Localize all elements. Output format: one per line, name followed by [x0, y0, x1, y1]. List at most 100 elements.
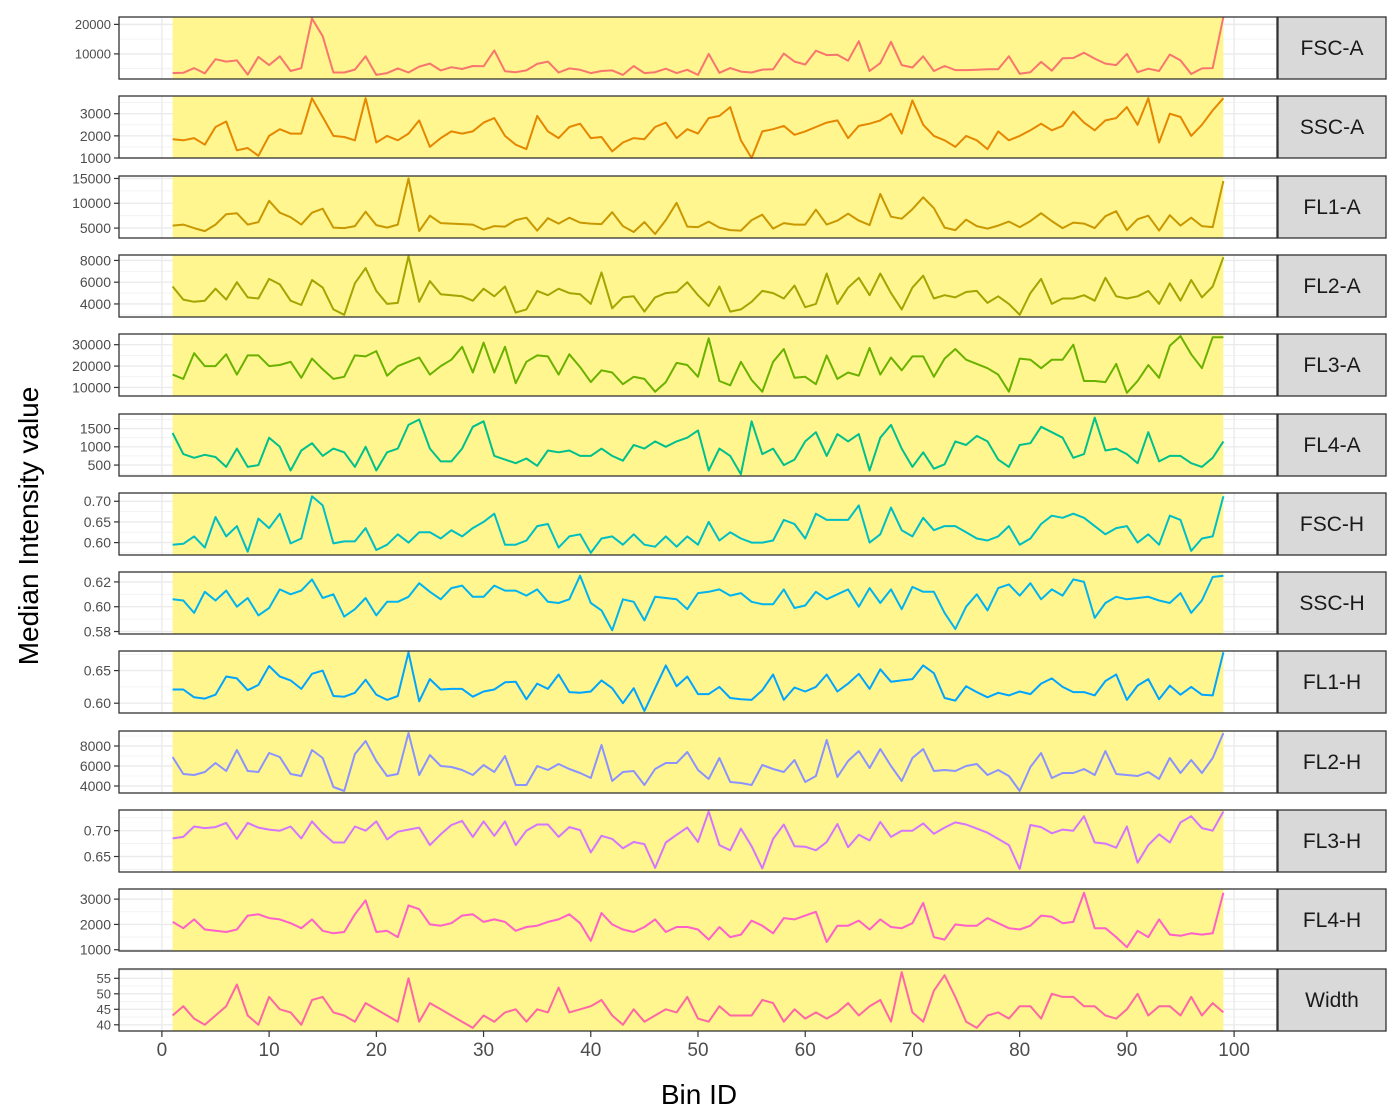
- y-tick-label: 0.62: [84, 574, 111, 590]
- y-tick-label: 10000: [72, 195, 111, 211]
- y-tick-label: 1000: [80, 942, 111, 958]
- y-tick-label: 4000: [80, 778, 111, 794]
- y-tick-label: 1000: [80, 150, 111, 166]
- y-tick-label: 500: [88, 457, 112, 473]
- y-tick-label: 2000: [80, 916, 111, 932]
- panel-fsc-a: 10000 20000 FSC-A: [75, 16, 1387, 80]
- facet-strip: [1277, 16, 1387, 80]
- facet-strip-label: FL1-H: [1303, 671, 1361, 694]
- facet-strip-label: SSC-H: [1299, 592, 1364, 615]
- x-tick-label: 40: [580, 1040, 601, 1061]
- series-line-fsc-a: [172, 16, 1225, 76]
- facet-strip: [1277, 968, 1387, 1032]
- panel-fl3-h: 0.65 0.70 FL3-H: [84, 809, 1387, 873]
- y-tick-label: 10000: [72, 379, 111, 395]
- facet-strip-label: SSC-A: [1300, 116, 1364, 139]
- panel-border: [118, 95, 1278, 159]
- y-tick-label: 1000: [80, 439, 111, 455]
- panel-border: [118, 888, 1278, 952]
- x-tick-label: 80: [1009, 1040, 1030, 1061]
- panel-fl1-h: 0.60 0.65 FL1-H: [84, 650, 1387, 714]
- facet-strip-label: FL2-H: [1303, 751, 1361, 774]
- y-tick-label: 20000: [72, 358, 111, 374]
- x-tick-label: 60: [795, 1040, 816, 1061]
- y-tick-label: 0.60: [84, 599, 111, 615]
- series-line-fl1-h: [172, 651, 1225, 712]
- panel-fsc-h: 0.60 0.65 0.70 FSC-H: [84, 492, 1387, 556]
- x-tick-label: 10: [259, 1040, 280, 1061]
- y-tick-label: 20000: [75, 17, 111, 32]
- y-tick-label: 45: [97, 1002, 111, 1017]
- facet-strip-label: FSC-A: [1301, 37, 1364, 60]
- facet-strip-label: FL3-H: [1303, 830, 1361, 853]
- series-line-fsc-h: [172, 495, 1225, 554]
- y-tick-label: 0.60: [84, 695, 111, 711]
- y-tick-label: 3000: [80, 891, 111, 907]
- panel-border: [118, 730, 1278, 794]
- y-tick-label: 0.60: [84, 535, 111, 551]
- facet-strip: [1277, 730, 1387, 794]
- panel-border: [118, 175, 1278, 239]
- panel-ssc-a: 1000 2000 3000 SSC-A: [80, 95, 1387, 166]
- facet-strip: [1277, 254, 1387, 318]
- highlight-band: [172, 96, 1224, 158]
- series-line-fl1-a: [172, 177, 1225, 235]
- facet-strip-label: FSC-H: [1300, 513, 1364, 536]
- series-line-fl2-h: [171, 732, 1225, 792]
- facet-strip-label: Width: [1305, 989, 1359, 1012]
- series-line-fl4-a: [171, 416, 1225, 476]
- y-tick-label: 4000: [80, 296, 111, 312]
- facet-strip: [1277, 809, 1387, 873]
- y-tick-label: 0.70: [84, 823, 111, 839]
- highlight-band: [172, 493, 1224, 555]
- panel-border: [118, 650, 1278, 714]
- y-tick-label: 8000: [80, 252, 111, 268]
- y-tick-label: 6000: [80, 274, 111, 290]
- y-tick-label: 8000: [80, 738, 111, 754]
- facet-strip-label: FL3-A: [1303, 354, 1360, 377]
- x-axis: 0 10 20 30 40 50 60 70 80 90 100: [157, 1031, 1250, 1061]
- highlight-band: [172, 889, 1224, 951]
- facet-strip: [1277, 571, 1387, 635]
- panel-border: [118, 571, 1278, 635]
- panel-fl2-a: 4000 6000 8000 FL2-A: [80, 252, 1387, 318]
- highlight-band: [172, 176, 1224, 238]
- panel-border: [118, 413, 1278, 477]
- facet-strip: [1277, 413, 1387, 477]
- y-tick-label: 5000: [80, 220, 111, 236]
- series-line-ssc-a: [172, 97, 1225, 159]
- panel-fl4-h: 1000 2000 3000 FL4-H: [80, 888, 1387, 958]
- panel-ssc-h: 0.58 0.60 0.62 SSC-H: [84, 571, 1387, 639]
- highlight-band: [172, 255, 1224, 317]
- highlight-band: [172, 17, 1224, 79]
- facet-strip: [1277, 333, 1387, 397]
- y-tick-label: 3000: [80, 106, 111, 122]
- y-tick-label: 15000: [72, 170, 111, 186]
- panel-fl2-h: 4000 6000 8000 FL2-H: [80, 730, 1387, 794]
- facet-strip: [1277, 650, 1387, 714]
- highlight-band: [172, 969, 1224, 1031]
- y-tick-label: 55: [97, 971, 111, 986]
- panel-fl4-a: 500 1000 1500 FL4-A: [80, 413, 1387, 477]
- x-tick-label: 100: [1218, 1040, 1250, 1061]
- facet-strip: [1277, 95, 1387, 159]
- y-tick-label: 10000: [75, 46, 111, 61]
- x-tick-label: 50: [687, 1040, 708, 1061]
- x-tick-label: 30: [473, 1040, 494, 1061]
- x-tick-label: 70: [902, 1040, 923, 1061]
- y-tick-label: 40: [97, 1017, 111, 1032]
- series-line-fl4-h: [172, 891, 1225, 949]
- facet-strip-label: FL4-H: [1303, 909, 1361, 932]
- y-tick-label: 0.65: [84, 514, 111, 530]
- panel-border: [118, 16, 1278, 80]
- highlight-band: [172, 651, 1224, 713]
- series-line-fl2-a: [171, 255, 1225, 316]
- y-tick-label: 6000: [80, 758, 111, 774]
- x-tick-label: 90: [1116, 1040, 1137, 1061]
- facet-strip: [1277, 888, 1387, 952]
- y-tick-label: 0.70: [84, 493, 111, 509]
- x-tick-label: 0: [157, 1040, 168, 1061]
- panel-border: [118, 254, 1278, 318]
